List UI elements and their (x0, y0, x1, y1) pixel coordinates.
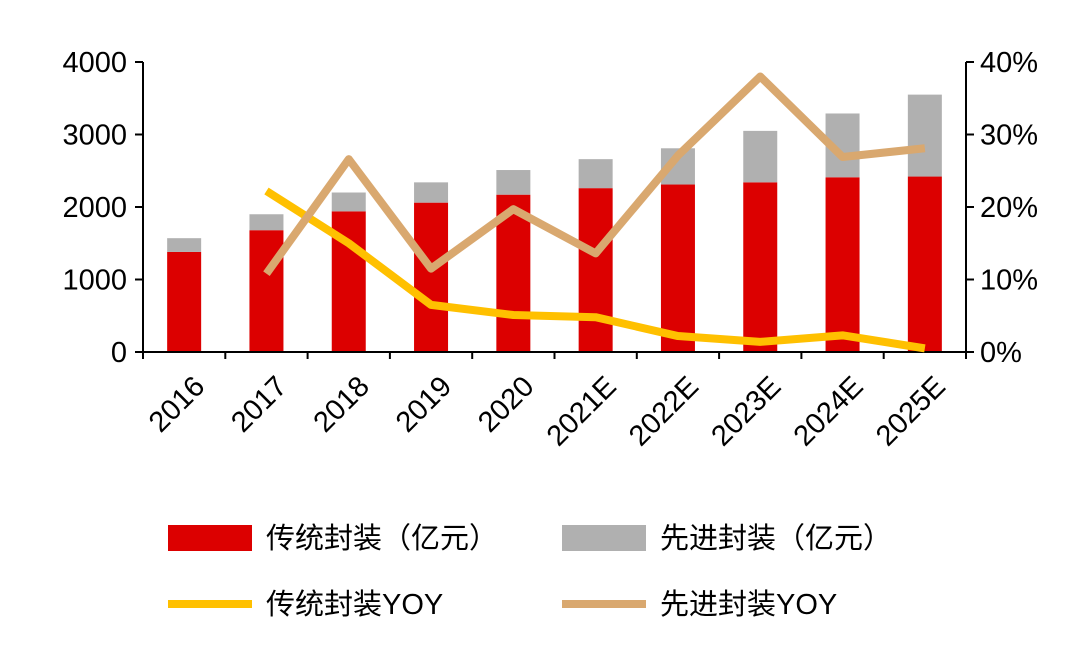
x-tick-label: 2017 (225, 370, 293, 438)
x-tick-label: 2020 (472, 370, 540, 438)
bar-advanced-2018 (332, 193, 366, 212)
bar-traditional-2019 (414, 203, 448, 352)
left-tick-label: 0 (111, 337, 127, 369)
right-tick-label: 0% (980, 337, 1022, 369)
left-tick-label: 1000 (62, 265, 127, 297)
x-tick-label: 2024E (788, 370, 870, 452)
legend-swatch-advanced (562, 525, 646, 551)
bar-advanced-2019 (414, 182, 448, 202)
legend-label-traditional-yoy: 传统封装YOY (266, 588, 443, 621)
x-tick-label: 2025E (870, 370, 952, 452)
right-tick-label: 20% (980, 192, 1038, 224)
legend: 传统封装（亿元） 先进封装（亿元） 传统封装YOY 先进封装YOY (168, 522, 892, 621)
bar-advanced-2020 (496, 170, 530, 195)
x-tick-label: 2021E (541, 370, 623, 452)
bar-traditional-2016 (167, 252, 201, 352)
bar-advanced-2021E (579, 159, 613, 188)
legend-swatch-traditional (168, 525, 252, 551)
bar-traditional-2021E (579, 188, 613, 352)
bar-advanced-2023E (743, 131, 777, 182)
left-tick-label: 4000 (62, 47, 127, 79)
x-tick-label: 2018 (308, 370, 376, 438)
legend-label-traditional: 传统封装（亿元） (266, 522, 498, 555)
bar-traditional-2024E (826, 177, 860, 352)
bar-traditional-2017 (249, 230, 283, 352)
right-tick-label: 40% (980, 47, 1038, 79)
x-tick-label: 2022E (623, 370, 705, 452)
legend-label-advanced: 先进封装（亿元） (660, 522, 892, 555)
bar-advanced-2016 (167, 238, 201, 252)
bar-traditional-2023E (743, 182, 777, 352)
bar-traditional-2022E (661, 185, 695, 352)
left-tick-label: 3000 (62, 120, 127, 152)
right-tick-label: 10% (980, 265, 1038, 297)
bar-advanced-2025E (908, 95, 942, 177)
left-tick-label: 2000 (62, 192, 127, 224)
x-tick-label: 2019 (390, 370, 458, 438)
x-tick-label: 2016 (143, 370, 211, 438)
x-tick-label: 2023E (705, 370, 787, 452)
legend-label-advanced-yoy: 先进封装YOY (660, 588, 837, 621)
bar-traditional-2025E (908, 177, 942, 352)
bar-advanced-2017 (249, 214, 283, 230)
right-tick-label: 30% (980, 120, 1038, 152)
